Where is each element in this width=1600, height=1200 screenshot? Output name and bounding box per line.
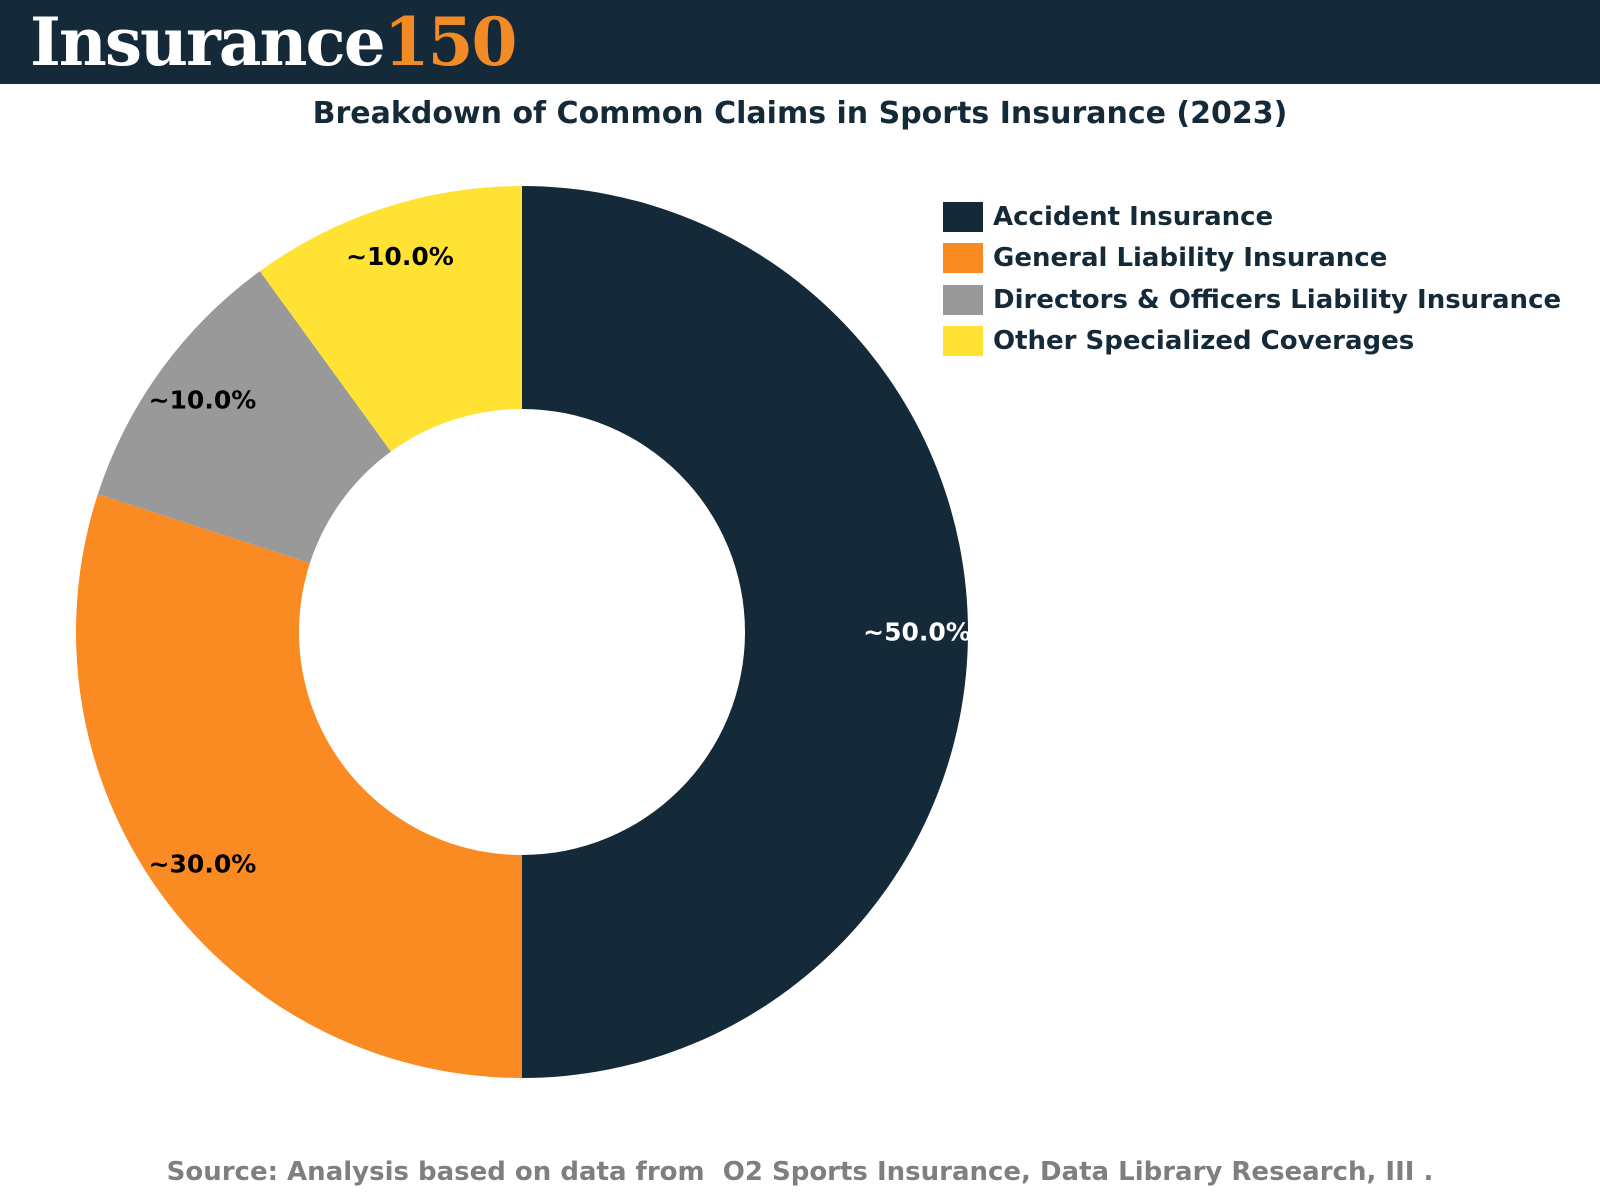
legend-swatch — [943, 201, 983, 232]
legend-label: Other Specialized Coverages — [993, 326, 1415, 357]
slice-general-liability-insurance — [75, 494, 522, 1078]
legend-swatch — [943, 284, 983, 315]
legend-item-other-specialized-coverages: Other Specialized Coverages — [943, 321, 1561, 363]
legend-swatch — [943, 326, 983, 357]
header-bar: Insurance150 — [0, 0, 1600, 84]
chart-title: Breakdown of Common Claims in Sports Ins… — [312, 96, 1288, 131]
slice-accident-insurance — [522, 186, 968, 1078]
slice-label-directors-officers-liability-insurance: ~10.0% — [149, 385, 257, 414]
brand-logo: Insurance150 — [30, 2, 518, 82]
slice-other-specialized-coverages — [259, 186, 522, 452]
legend-item-accident-insurance: Accident Insurance — [943, 196, 1561, 238]
chart-legend: Accident Insurance General Liability Insu… — [943, 196, 1561, 362]
slice-directors-officers-liability-insurance — [97, 271, 391, 564]
legend-label: General Liability Insurance — [993, 243, 1388, 274]
legend-item-general-liability-insurance: General Liability Insurance — [943, 238, 1561, 280]
slice-label-general-liability-insurance: ~30.0% — [149, 850, 257, 879]
slice-label-other-specialized-coverages: ~10.0% — [346, 242, 454, 271]
brand-number: 150 — [383, 3, 518, 81]
slice-label-accident-insurance: ~50.0% — [863, 618, 971, 647]
legend-label: Directors & Officers Liability Insurance — [993, 284, 1562, 315]
source-note: Source: Analysis based on data from O2 S… — [166, 1157, 1434, 1187]
legend-label: Accident Insurance — [993, 201, 1274, 232]
legend-item-directors-officers-liability-insurance: Directors & Officers Liability Insurance — [943, 279, 1561, 321]
brand-word: Insurance — [30, 3, 386, 81]
legend-swatch — [943, 243, 983, 274]
